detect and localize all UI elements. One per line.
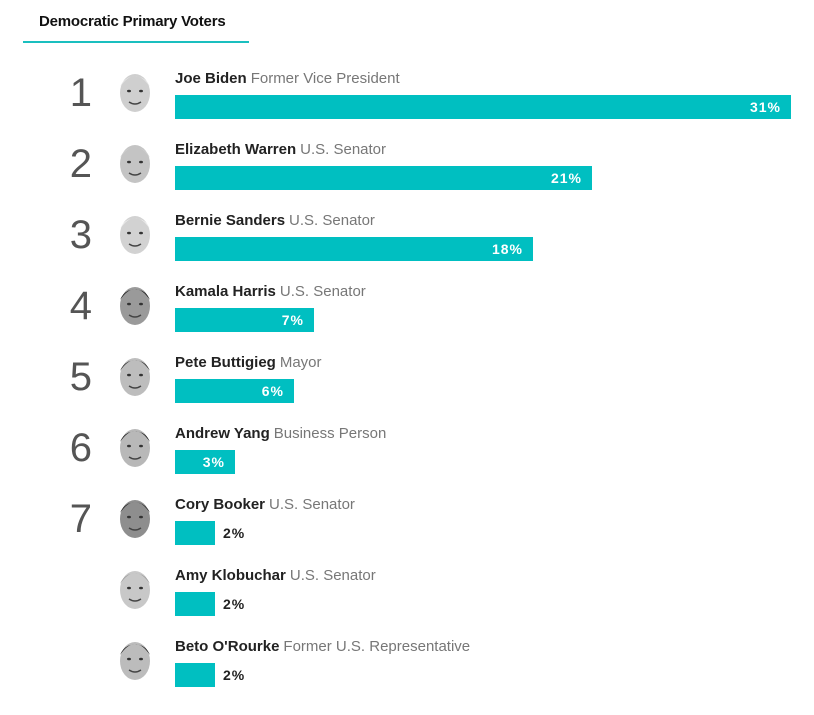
candidate-label: Amy Klobuchar U.S. Senator xyxy=(175,567,376,585)
candidate-title: U.S. Senator xyxy=(289,212,375,229)
candidate-name: Amy Klobuchar xyxy=(175,567,286,584)
chart-title: Democratic Primary Voters xyxy=(39,13,226,30)
bar xyxy=(175,450,235,474)
candidate-label: Cory Booker U.S. Senator xyxy=(175,496,355,514)
candidate-row: 2 Elizabeth Warren U.S. Senator 21% xyxy=(0,138,814,209)
candidate-name: Pete Buttigieg xyxy=(175,354,276,371)
bar-value-label: 31% xyxy=(749,99,781,115)
candidate-label: Kamala Harris U.S. Senator xyxy=(175,283,366,301)
bar-value-label: 21% xyxy=(550,170,582,186)
bar xyxy=(175,95,791,119)
candidate-label: Elizabeth Warren U.S. Senator xyxy=(175,141,386,159)
bar xyxy=(175,592,215,616)
bar-value-label: 6% xyxy=(261,383,284,399)
bar xyxy=(175,663,215,687)
candidate-title: Former U.S. Representative xyxy=(283,638,471,655)
candidate-title: Mayor xyxy=(279,354,322,371)
rank-number: 3 xyxy=(69,213,92,257)
candidate-row: Amy Klobuchar U.S. Senator 2% xyxy=(0,564,814,635)
rank-number: 6 xyxy=(69,426,92,470)
bar-value-label: 2% xyxy=(223,667,246,683)
candidate-avatar xyxy=(116,493,154,541)
candidate-name: Beto O'Rourke xyxy=(175,638,280,655)
candidate-row: 4 Kamala Harris U.S. Senator 7% xyxy=(0,280,814,351)
candidate-row: Beto O'Rourke Former U.S. Representative 2… xyxy=(0,635,814,706)
bar-value-label: 7% xyxy=(281,312,304,328)
candidate-avatar xyxy=(116,138,154,186)
rank-number: 1 xyxy=(69,71,92,115)
rank-number: 2 xyxy=(69,142,92,186)
candidate-name: Bernie Sanders xyxy=(175,212,286,229)
bar xyxy=(175,237,533,261)
bar xyxy=(175,308,314,332)
chart-tab[interactable]: Democratic Primary Voters xyxy=(23,0,249,43)
bar xyxy=(175,379,294,403)
candidate-row: 7 Cory Booker U.S. Senator 2% xyxy=(0,493,814,564)
candidate-avatar xyxy=(116,564,154,612)
candidate-name: Elizabeth Warren xyxy=(175,141,297,158)
candidate-title: U.S. Senator xyxy=(300,141,387,158)
candidate-title: U.S. Senator xyxy=(289,567,376,584)
candidate-avatar xyxy=(116,351,154,399)
candidate-name: Cory Booker xyxy=(175,496,266,513)
bar xyxy=(175,521,215,545)
candidate-name: Joe Biden xyxy=(175,70,247,87)
candidate-avatar xyxy=(116,209,154,257)
candidate-avatar xyxy=(116,635,154,683)
bar-value-label: 2% xyxy=(223,596,246,612)
candidate-avatar xyxy=(116,422,154,470)
candidate-row: 6 Andrew Yang Business Person 3% xyxy=(0,422,814,493)
candidate-name: Kamala Harris xyxy=(175,283,276,300)
bar-value-label: 18% xyxy=(491,241,523,257)
candidate-row: 1 Joe Biden Former Vice President 31% xyxy=(0,67,814,138)
candidate-avatar xyxy=(116,67,154,115)
candidate-label: Andrew Yang Business Person xyxy=(175,425,386,443)
bar-value-label: 2% xyxy=(223,525,246,541)
candidate-title: Business Person xyxy=(273,425,387,442)
candidate-title: U.S. Senator xyxy=(279,283,366,300)
candidate-avatar xyxy=(116,280,154,328)
bar xyxy=(175,166,592,190)
candidate-label: Bernie Sanders U.S. Senator xyxy=(175,212,375,230)
candidate-row: 5 Pete Buttigieg Mayor 6% xyxy=(0,351,814,422)
candidate-label: Joe Biden Former Vice President xyxy=(175,70,400,88)
candidate-label: Pete Buttigieg Mayor xyxy=(175,354,322,372)
candidate-label: Beto O'Rourke Former U.S. Representative xyxy=(175,638,470,656)
rank-number: 4 xyxy=(69,284,92,328)
candidate-title: U.S. Senator xyxy=(269,496,355,513)
rank-number: 5 xyxy=(69,355,92,399)
candidate-row: 3 Bernie Sanders U.S. Senator 18% xyxy=(0,209,814,280)
candidate-title: Former Vice President xyxy=(250,70,400,87)
candidate-name: Andrew Yang xyxy=(175,425,270,442)
rank-number: 7 xyxy=(69,497,92,541)
bar-value-label: 3% xyxy=(202,454,225,470)
